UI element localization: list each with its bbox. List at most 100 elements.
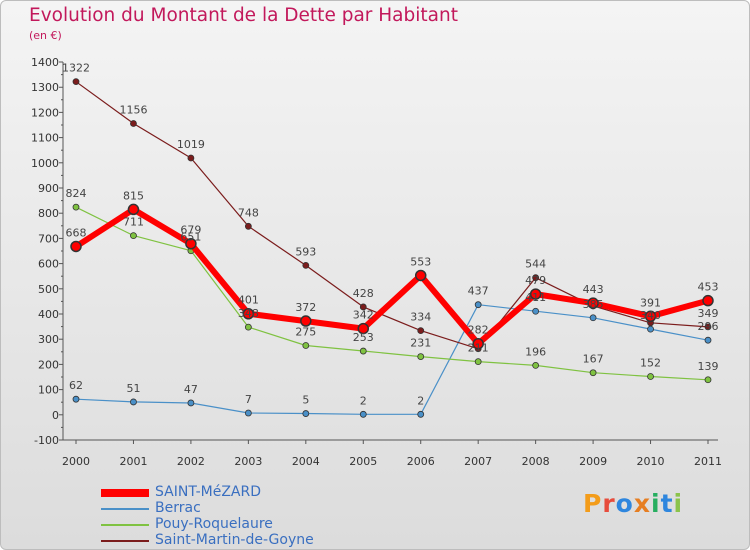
- series-saint-m-zard: [70, 203, 714, 350]
- y-tick-label: 1400: [31, 56, 59, 69]
- x-tick-label: 2001: [119, 455, 147, 468]
- x-tick-label: 2005: [349, 455, 377, 468]
- y-tick-label: 1300: [31, 81, 59, 94]
- data-label: 711: [123, 216, 144, 229]
- y-tick-label: 300: [38, 333, 59, 346]
- data-label: 553: [410, 255, 431, 268]
- data-point: [302, 342, 310, 349]
- data-point: [242, 307, 255, 320]
- data-label: 668: [66, 226, 87, 239]
- data-label: 679: [180, 224, 201, 237]
- axes: -100 0 100 200 300 400 500 600 700 800 900 1000 1100…: [31, 56, 722, 468]
- data-label: 1019: [177, 138, 205, 151]
- data-label: 139: [698, 360, 719, 373]
- data-point: [359, 303, 367, 311]
- legend-label: Berrac: [155, 500, 201, 516]
- data-point: [359, 347, 367, 355]
- data-label: 62: [69, 379, 83, 392]
- data-point: [130, 120, 137, 127]
- logo-letter: i: [673, 489, 684, 518]
- data-point: [185, 237, 197, 250]
- data-label: 296: [698, 320, 719, 333]
- legend-label: SAINT-MéZARD: [155, 484, 262, 500]
- data-point: [414, 269, 427, 282]
- chart-title: Evolution du Montant de la Dette par Hab…: [29, 5, 458, 26]
- data-point: [357, 322, 370, 335]
- y-tick-label: 800: [38, 207, 59, 220]
- data-label: 47: [184, 383, 198, 396]
- data-point: [589, 369, 597, 377]
- logo-letter: x: [633, 489, 651, 518]
- data-label: 253: [353, 331, 374, 344]
- data-point: [644, 310, 657, 323]
- y-tick-label: 200: [38, 358, 59, 371]
- data-point: [589, 314, 597, 322]
- data-point: [474, 358, 482, 366]
- data-label: 824: [66, 187, 87, 200]
- data-label: 815: [123, 189, 144, 202]
- data-label: 349: [698, 307, 719, 320]
- data-label: 372: [295, 301, 316, 314]
- x-tick-label: 2011: [694, 455, 722, 468]
- x-tick-label: 2002: [177, 455, 205, 468]
- data-point: [72, 78, 80, 86]
- data-point: [587, 297, 599, 309]
- data-label: 385: [583, 298, 604, 311]
- chart-subtitle: (en €): [29, 29, 62, 42]
- data-label: 391: [640, 296, 661, 309]
- data-point: [72, 395, 80, 403]
- series-berrac: [72, 301, 712, 418]
- data-point: [127, 203, 140, 216]
- data-point: [702, 294, 714, 307]
- y-tick-label: 600: [38, 258, 59, 271]
- data-point: [647, 373, 654, 380]
- data-label: 453: [698, 281, 719, 294]
- data-point: [417, 410, 425, 418]
- data-label: 231: [410, 337, 431, 350]
- series-group: [70, 78, 714, 418]
- legend-swatch: [101, 540, 149, 542]
- data-label: 411: [525, 291, 546, 304]
- logo-letter: r: [602, 489, 616, 518]
- data-point: [187, 154, 195, 162]
- data-label: 1156: [119, 103, 147, 116]
- data-point: [417, 327, 425, 335]
- y-tick-label: 1200: [31, 106, 59, 119]
- data-label: 167: [583, 353, 604, 366]
- logo-letter: o: [615, 489, 634, 518]
- data-point: [417, 353, 425, 360]
- y-tick-label: -100: [34, 434, 59, 447]
- data-label: 211: [468, 342, 489, 355]
- data-point: [704, 336, 712, 344]
- data-label: 282: [468, 324, 489, 337]
- logo-letter: P: [583, 489, 603, 518]
- data-label: 2: [417, 394, 424, 407]
- data-label: 7: [245, 393, 252, 406]
- data-label: 2: [360, 394, 367, 407]
- x-tick-label: 2003: [234, 455, 262, 468]
- data-label: 334: [410, 311, 431, 324]
- data-point: [187, 399, 195, 407]
- data-label: 437: [468, 285, 489, 298]
- data-point: [70, 240, 82, 253]
- proxiti-logo: Proxiti: [583, 489, 683, 518]
- x-tick-label: 2008: [522, 455, 550, 468]
- data-point: [704, 376, 712, 384]
- data-point: [72, 203, 80, 211]
- data-label: 5: [302, 394, 309, 407]
- data-label: 348: [238, 307, 259, 320]
- y-tick-label: 1000: [31, 157, 59, 170]
- y-tick-label: 900: [38, 182, 59, 195]
- series-line: [75, 206, 709, 381]
- data-point: [532, 307, 540, 315]
- data-label: 593: [295, 245, 316, 258]
- data-point: [130, 398, 137, 406]
- data-label: 340: [640, 309, 661, 322]
- data-label: 51: [126, 382, 140, 395]
- data-point: [532, 274, 540, 282]
- x-tick-label: 2010: [637, 455, 665, 468]
- data-point: [302, 410, 310, 417]
- data-label: 544: [525, 258, 546, 271]
